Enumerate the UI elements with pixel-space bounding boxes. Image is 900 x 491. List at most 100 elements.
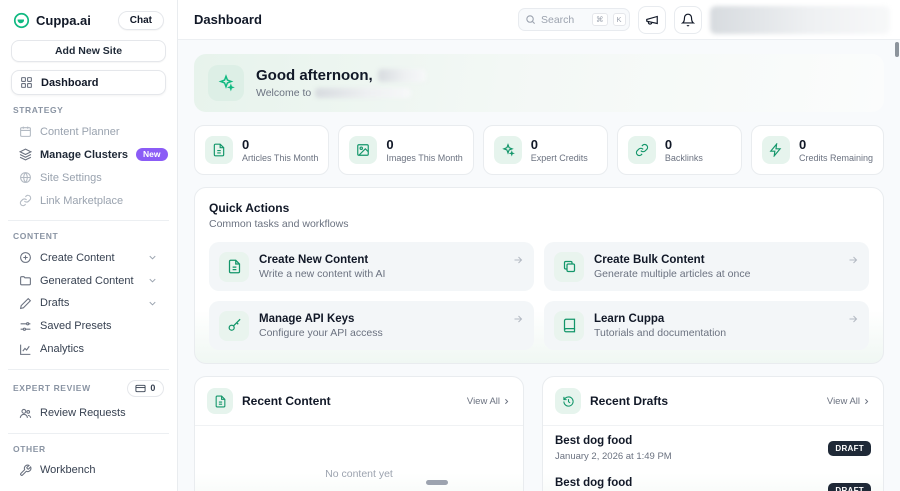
quick-action-title: Create Bulk Content (594, 253, 705, 266)
sidebar-item-label: Saved Presets (40, 320, 112, 333)
sidebar-item-label: Dashboard (41, 76, 99, 89)
sidebar-item-dashboard[interactable]: Dashboard (11, 70, 166, 96)
announcements-button[interactable] (638, 5, 666, 34)
sidebar-item-workbench[interactable]: Workbench (11, 459, 166, 482)
chevron-down-icon (147, 275, 158, 286)
draft-date: January 2, 2026 at 1:49 PM (555, 451, 672, 462)
view-all-link[interactable]: View All (467, 396, 511, 407)
kbd-k: K (612, 13, 626, 26)
stat-value: 0 (664, 137, 673, 153)
horizontal-scrollbar-thumb[interactable] (426, 480, 448, 485)
sidebar-item-review-requests[interactable]: Review Requests (11, 402, 166, 425)
sidebar-divider (8, 220, 169, 222)
chevron-right-icon (865, 398, 869, 404)
quick-action-learn-cuppa[interactable]: Learn Cuppa Tutorials and documentation (544, 301, 869, 350)
dashboard-content: Good afternoon, Welcome to 0 Articles Thi… (178, 40, 900, 491)
new-badge: New (136, 148, 168, 161)
redacted-user-info[interactable] (710, 5, 890, 34)
sidebar-item-analytics[interactable]: Analytics (11, 338, 166, 361)
draft-list-item[interactable]: Best dog food January 2, 2026 at 1:49 PM… (543, 426, 883, 468)
file-text-icon (205, 136, 233, 164)
recent-drafts-card: Recent Drafts View All Best dog food Jan… (542, 376, 884, 491)
stat-card-images: 0 Images This Month (338, 125, 474, 175)
view-all-link[interactable]: View All (827, 396, 871, 407)
kbd-cmd: ⌘ (592, 13, 608, 26)
quick-action-create-new-content[interactable]: Create New Content Write a new content wi… (209, 242, 534, 291)
stat-label: Images This Month (386, 152, 463, 163)
redacted-site-name (315, 88, 412, 98)
sliders-icon (19, 320, 32, 333)
view-all-label: View All (826, 395, 860, 407)
quick-action-desc: Tutorials and documentation (594, 326, 727, 339)
history-icon (555, 388, 581, 414)
bottom-row: Recent Content View All No content yet R… (194, 376, 884, 491)
quick-actions-title: Quick Actions (209, 201, 290, 215)
sidebar-item-label: Workbench (40, 464, 96, 477)
recent-content-card: Recent Content View All No content yet (194, 376, 524, 491)
megaphone-icon (646, 15, 658, 25)
sidebar-item-content-planner[interactable]: Content Planner (11, 120, 166, 143)
users-icon (19, 407, 32, 420)
zap-icon (761, 136, 790, 164)
search-input[interactable] (541, 13, 587, 26)
section-label-content: CONTENT (13, 231, 59, 242)
stat-value: 0 (798, 137, 807, 153)
file-text-icon (219, 251, 249, 282)
welcome-text: Welcome to (256, 87, 312, 99)
chevron-down-icon (147, 298, 158, 309)
wrench-icon (19, 464, 32, 477)
welcome-banner: Good afternoon, Welcome to (194, 54, 884, 112)
stat-label: Expert Credits (530, 152, 588, 163)
stat-card-articles: 0 Articles This Month (194, 125, 330, 175)
draft-title: Best dog food (555, 435, 633, 447)
chevron-down-icon (147, 252, 158, 263)
draft-list-item[interactable]: Best dog food December 30, 2025 at 10:43… (543, 468, 883, 491)
plus-circle-icon (19, 251, 32, 264)
quick-action-create-bulk-content[interactable]: Create Bulk Content Generate multiple art… (544, 242, 869, 291)
stat-label: Credits Remaining (798, 152, 874, 163)
book-icon (554, 310, 584, 341)
arrow-right-icon (849, 315, 858, 323)
page-title: Dashboard (194, 12, 262, 27)
sidebar-item-label: Link Marketplace (40, 194, 124, 207)
link-icon (627, 136, 656, 164)
pencil-icon (19, 297, 32, 310)
vertical-scrollbar-thumb[interactable] (895, 42, 899, 57)
recent-content-title: Recent Content (242, 394, 331, 408)
sidebar-item-label: Generated Content (40, 274, 134, 287)
notifications-button[interactable] (674, 5, 702, 34)
stat-value: 0 (386, 137, 394, 153)
key-icon (219, 310, 249, 341)
chat-button[interactable]: Chat (117, 11, 164, 30)
sidebar-item-create-content[interactable]: Create Content (11, 246, 166, 269)
recent-content-header: Recent Content View All (195, 377, 523, 426)
add-new-site-button[interactable]: Add New Site (11, 40, 166, 63)
image-icon (349, 136, 378, 164)
search-box[interactable]: ⌘ K (518, 8, 630, 31)
quick-actions-grid: Create New Content Write a new content wi… (209, 242, 869, 350)
sidebar-divider (8, 432, 169, 434)
quick-action-title: Create New Content (259, 253, 369, 266)
sidebar-item-link-marketplace[interactable]: Link Marketplace (11, 189, 166, 212)
brand-name: Cuppa.ai (36, 13, 91, 28)
chart-icon (19, 343, 32, 356)
sidebar-item-drafts[interactable]: Drafts (11, 292, 166, 315)
file-text-icon (207, 388, 233, 414)
grid-icon (20, 76, 33, 89)
copy-icon (554, 251, 584, 282)
stat-label: Articles This Month (242, 152, 319, 163)
sidebar-divider (8, 368, 169, 370)
quick-action-manage-api-keys[interactable]: Manage API Keys Configure your API access (209, 301, 534, 350)
sidebar-item-saved-presets[interactable]: Saved Presets (11, 315, 166, 338)
section-label-expert-review: EXPERT REVIEW 0 (13, 379, 164, 397)
sidebar-item-generated-content[interactable]: Generated Content (11, 269, 166, 292)
greeting-subtitle: Welcome to (256, 87, 426, 99)
bell-icon (681, 13, 695, 26)
sidebar-item-site-settings[interactable]: Site Settings (11, 166, 166, 189)
sidebar-item-label: Manage Clusters (40, 148, 129, 161)
stats-row: 0 Articles This Month 0 Images This Month … (194, 125, 885, 175)
sidebar-item-label: Drafts (40, 297, 70, 310)
quick-actions-panel: Quick Actions Common tasks and workflows… (194, 187, 884, 364)
sidebar-item-manage-clusters[interactable]: Manage Clusters New (11, 143, 168, 166)
